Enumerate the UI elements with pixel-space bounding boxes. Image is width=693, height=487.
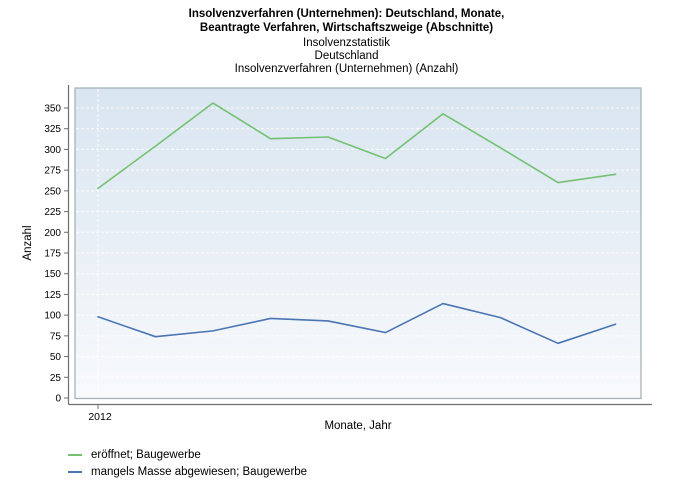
y-tick-label: 225 (44, 207, 61, 218)
legend-swatch-line (68, 453, 82, 456)
series-line-1 (97, 302, 617, 345)
subtitle-line-3: Insolvenzverfahren (Unternehmen) (Anzahl… (234, 63, 459, 75)
y-tick-label: 175 (44, 249, 61, 260)
series-line-0 (97, 102, 617, 190)
y-tick-label: 200 (44, 228, 61, 239)
legend-label: mangels Masse abgewiesen; Baugewerbe (91, 465, 308, 478)
title-line-2: Beantragte Verfahren, Wirtschaftszweige … (199, 22, 494, 34)
y-tick-label: 50 (50, 352, 62, 363)
y-tick-label: 250 (44, 186, 61, 197)
y-tick-label: 125 (44, 290, 61, 301)
y-tick-label: 325 (44, 124, 61, 135)
chart-legend: eröffnet; Baugewerbe mangels Masse abgew… (68, 446, 307, 480)
y-tick-label: 0 (55, 394, 61, 405)
y-tick-label: 100 (44, 311, 61, 322)
chart-canvas: 0 25 50 75 100 125 150 175 200 225 250 275 300 325 350… (22, 85, 652, 432)
y-tick-label: 350 (44, 104, 61, 115)
subtitle-line-1: Insolvenzstatistik (303, 37, 390, 49)
chart-title: Insolvenzverfahren (Unternehmen): Deutsc… (0, 7, 693, 35)
y-tick-label: 150 (44, 269, 61, 280)
y-tick-label: 75 (50, 331, 62, 342)
legend-label: eröffnet; Baugewerbe (91, 448, 201, 461)
title-line-1: Insolvenzverfahren (Unternehmen): Deutsc… (188, 8, 505, 20)
x-tick-label: 2012 (88, 411, 112, 423)
x-axis-title: Monate, Jahr (324, 420, 391, 432)
legend-item: eröffnet; Baugewerbe (68, 446, 307, 463)
y-tick-label: 25 (50, 373, 62, 384)
y-tick-label: 300 (44, 145, 61, 156)
legend-item: mangels Masse abgewiesen; Baugewerbe (68, 463, 307, 480)
y-tick-label: 275 (44, 166, 61, 177)
chart-subtitle: Insolvenzstatistik Deutschland Insolvenz… (0, 37, 693, 76)
y-axis-title: Anzahl (22, 225, 34, 260)
subtitle-line-2: Deutschland (314, 50, 379, 62)
legend-swatch-line (68, 470, 82, 473)
plot-panel (74, 87, 642, 400)
